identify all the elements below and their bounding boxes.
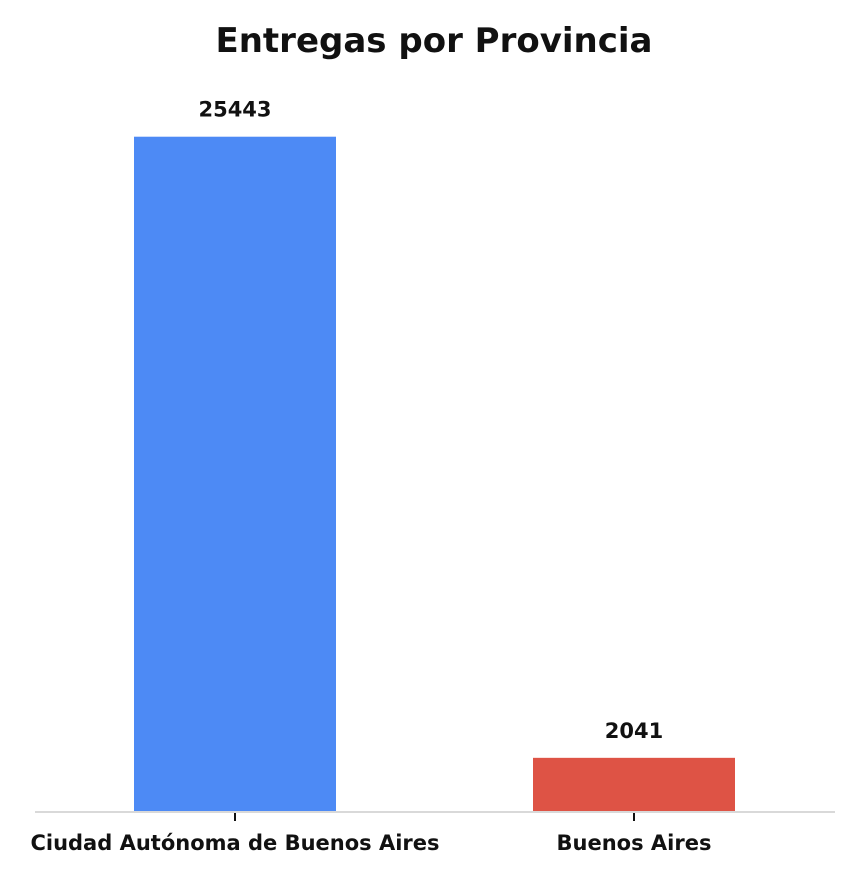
x-axis-ticks: Ciudad Autónoma de Buenos Aires Buenos Ai…	[30, 813, 711, 855]
bar-value-label-2: 2041	[605, 719, 663, 743]
bars-group: 25443 2041	[134, 98, 735, 812]
bar-2	[533, 757, 735, 812]
bar-value-label-1: 25443	[198, 98, 271, 122]
x-tick-label-2: Buenos Aires	[557, 831, 712, 855]
chart-title: Entregas por Provincia	[216, 21, 653, 61]
x-tick-label-1: Ciudad Autónoma de Buenos Aires	[30, 831, 439, 855]
bar-1	[134, 136, 336, 812]
